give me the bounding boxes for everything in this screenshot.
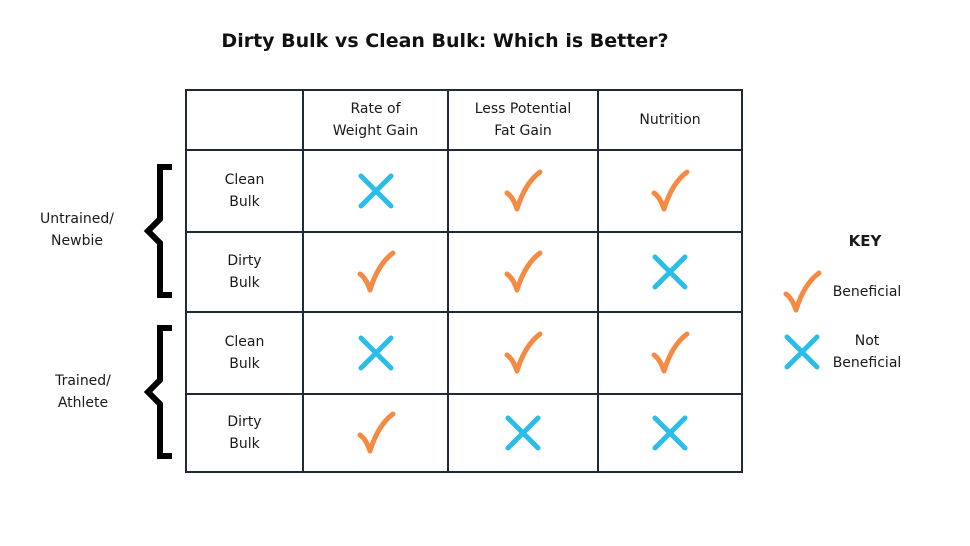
table-row: Dirty Bulk xyxy=(185,231,743,313)
check-icon xyxy=(504,250,543,293)
key-label: Beneficial xyxy=(822,281,912,303)
cell-beneficial xyxy=(447,149,599,233)
group-label-line: Athlete xyxy=(57,395,109,411)
cell-not-beneficial xyxy=(302,311,449,395)
group-label-trained: Trained/ Athlete xyxy=(28,370,138,414)
curly-brace-icon xyxy=(143,164,172,298)
key-title: KEY xyxy=(848,232,882,250)
cell-not-beneficial xyxy=(597,393,743,473)
header-line: Fat Gain xyxy=(494,123,552,139)
cell-beneficial xyxy=(302,231,449,313)
cross-icon xyxy=(505,415,541,451)
check-icon xyxy=(504,169,543,212)
row-label-line: Bulk xyxy=(229,194,260,210)
cell-beneficial xyxy=(597,311,743,395)
cell-not-beneficial xyxy=(302,149,449,233)
header-cell-nutrition: Nutrition xyxy=(597,89,743,151)
cell-beneficial xyxy=(302,393,449,473)
check-icon xyxy=(651,331,690,374)
group-label-line: Trained/ xyxy=(55,373,111,389)
row-label-line: Bulk xyxy=(229,275,260,291)
check-icon xyxy=(504,331,543,374)
row-label-line: Bulk xyxy=(229,356,260,372)
header-line: Rate of xyxy=(350,101,401,117)
table-row: Clean Bulk xyxy=(185,149,743,233)
key-item-not-beneficial: Not Beneficial xyxy=(782,330,912,374)
cell-not-beneficial xyxy=(597,231,743,313)
header-line: Nutrition xyxy=(639,112,701,128)
group-label-line: Untrained/ xyxy=(40,211,114,227)
row-label: Clean Bulk xyxy=(185,311,304,395)
header-line: Less Potential xyxy=(474,101,572,117)
key-label-line: Beneficial xyxy=(832,355,902,371)
cell-beneficial xyxy=(447,311,599,395)
row-label-line: Bulk xyxy=(229,436,260,452)
cross-icon xyxy=(358,173,393,209)
cross-icon xyxy=(652,415,688,451)
cell-beneficial xyxy=(597,149,743,233)
row-label: Dirty Bulk xyxy=(185,231,304,313)
header-row: Rate of Weight Gain Less Potential Fat G… xyxy=(185,89,743,151)
key-label-line: Beneficial xyxy=(832,284,902,300)
header-cell-rate-of-weight-gain: Rate of Weight Gain xyxy=(302,89,449,151)
row-label-line: Dirty xyxy=(227,414,262,430)
row-label: Dirty Bulk xyxy=(185,393,304,473)
header-cell-empty xyxy=(185,89,304,151)
cross-icon xyxy=(784,334,820,370)
cross-icon xyxy=(358,335,393,371)
group-label-untrained: Untrained/ Newbie xyxy=(22,208,132,252)
table-row: Dirty Bulk xyxy=(185,393,743,473)
page-title: Dirty Bulk vs Clean Bulk: Which is Bette… xyxy=(221,30,669,52)
cross-icon xyxy=(652,254,688,290)
table-row: Clean Bulk xyxy=(185,311,743,395)
comparison-table: Rate of Weight Gain Less Potential Fat G… xyxy=(185,89,743,473)
check-icon xyxy=(783,270,822,313)
header-line: Weight Gain xyxy=(332,123,419,139)
row-label-line: Clean xyxy=(224,334,265,350)
key-label-line: Not xyxy=(854,333,880,349)
check-icon xyxy=(651,169,690,212)
row-label: Clean Bulk xyxy=(185,149,304,233)
key-item-beneficial: Beneficial xyxy=(782,270,912,314)
row-label-line: Dirty xyxy=(227,253,262,269)
header-cell-less-potential-fat-gain: Less Potential Fat Gain xyxy=(447,89,599,151)
cell-beneficial xyxy=(447,231,599,313)
cell-not-beneficial xyxy=(447,393,599,473)
group-label-line: Newbie xyxy=(51,233,103,249)
check-icon xyxy=(357,411,395,454)
key-label: Not Beneficial xyxy=(822,330,912,374)
curly-brace-icon xyxy=(143,325,172,459)
row-label-line: Clean xyxy=(224,172,265,188)
check-icon xyxy=(357,250,395,293)
